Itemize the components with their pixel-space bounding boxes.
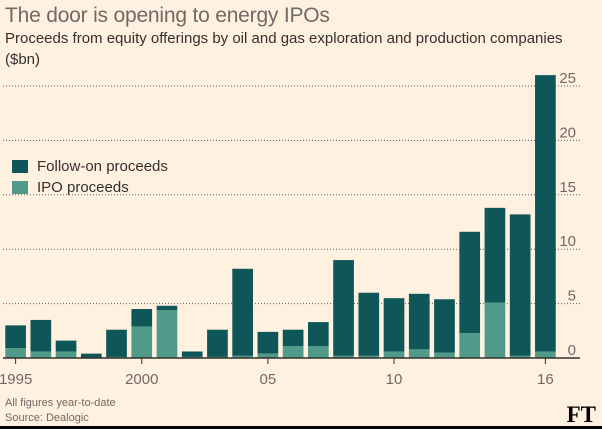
bar-follow-on-2010 <box>383 298 405 352</box>
bar-ipo-2007 <box>307 346 329 358</box>
y-tick-label-25: 25 <box>559 70 576 87</box>
bar-follow-on-2014 <box>484 207 506 303</box>
bar-follow-on-2013 <box>459 231 481 333</box>
bar-follow-on-2003 <box>207 329 228 357</box>
bar-ipo-2015 <box>509 355 531 358</box>
source-note: Source: Dealogic <box>5 412 89 424</box>
y-tick-label-10: 10 <box>559 233 576 250</box>
bar-follow-on-2015 <box>509 214 531 356</box>
y-tick-label-15: 15 <box>559 179 576 196</box>
bar-follow-on-1997 <box>55 340 77 352</box>
legend-label-follow-on: Follow-on proceeds <box>37 158 168 175</box>
bar-follow-on-2001 <box>156 305 178 311</box>
bar-ipo-2000 <box>131 326 153 358</box>
bar-ipo-2004 <box>232 355 254 358</box>
legend-swatch-ipo <box>12 181 28 194</box>
bar-ipo-2016 <box>535 351 556 358</box>
bar-follow-on-2002 <box>181 351 203 357</box>
footnote: All figures year-to-date <box>5 397 116 409</box>
legend-item-ipo: IPO proceeds <box>12 177 168 198</box>
bar-follow-on-2008 <box>333 260 354 356</box>
legend-swatch-follow-on <box>12 160 28 173</box>
bar-ipo-1996 <box>30 351 52 358</box>
ft-logo: FT <box>566 402 596 427</box>
bar-follow-on-2005 <box>257 331 279 354</box>
bar-ipo-2001 <box>156 310 178 358</box>
x-tick-label-2010: 10 <box>386 371 403 388</box>
bar-follow-on-1999 <box>106 329 127 357</box>
x-tick-label-2005: 05 <box>260 371 277 388</box>
x-tick-label-1995: 1995 <box>0 371 32 388</box>
bar-follow-on-2016 <box>535 75 556 352</box>
legend: Follow-on proceeds IPO proceeds <box>12 156 168 198</box>
bar-ipo-2013 <box>459 332 481 358</box>
bar-ipo-2005 <box>257 353 279 358</box>
legend-item-follow-on: Follow-on proceeds <box>12 156 168 177</box>
bar-ipo-2011 <box>408 349 430 358</box>
bar-ipo-2012 <box>434 352 455 358</box>
bar-follow-on-1996 <box>30 319 52 352</box>
bar-ipo-1995 <box>5 348 26 358</box>
bar-follow-on-2007 <box>307 322 329 347</box>
bar-ipo-2009 <box>358 355 380 358</box>
bar-follow-on-2012 <box>434 299 455 353</box>
bar-ipo-2014 <box>484 302 506 358</box>
bar-follow-on-1995 <box>5 325 26 349</box>
bar-ipo-2008 <box>333 355 354 358</box>
chart-subtitle: Proceeds from equity offerings by oil an… <box>5 30 563 68</box>
y-tick-label-20: 20 <box>559 124 576 141</box>
bar-follow-on-1998 <box>80 353 102 358</box>
bar-ipo-1997 <box>55 351 77 358</box>
bar-ipo-2010 <box>383 351 405 358</box>
bar-follow-on-2011 <box>408 293 430 350</box>
bottom-rule <box>0 426 602 429</box>
chart-title: The door is opening to energy IPOs <box>5 4 330 27</box>
legend-label-ipo: IPO proceeds <box>37 179 129 196</box>
x-tick-label-2000: 2000 <box>125 371 158 388</box>
y-tick-label-0: 0 <box>568 342 576 359</box>
bar-follow-on-2009 <box>358 292 380 356</box>
x-tick-label-2016: 16 <box>537 371 554 388</box>
bar-follow-on-2000 <box>131 309 153 327</box>
bar-follow-on-2006 <box>282 329 304 347</box>
bar-ipo-2006 <box>282 346 304 358</box>
bar-follow-on-2004 <box>232 268 254 356</box>
y-tick-label-5: 5 <box>568 288 576 305</box>
